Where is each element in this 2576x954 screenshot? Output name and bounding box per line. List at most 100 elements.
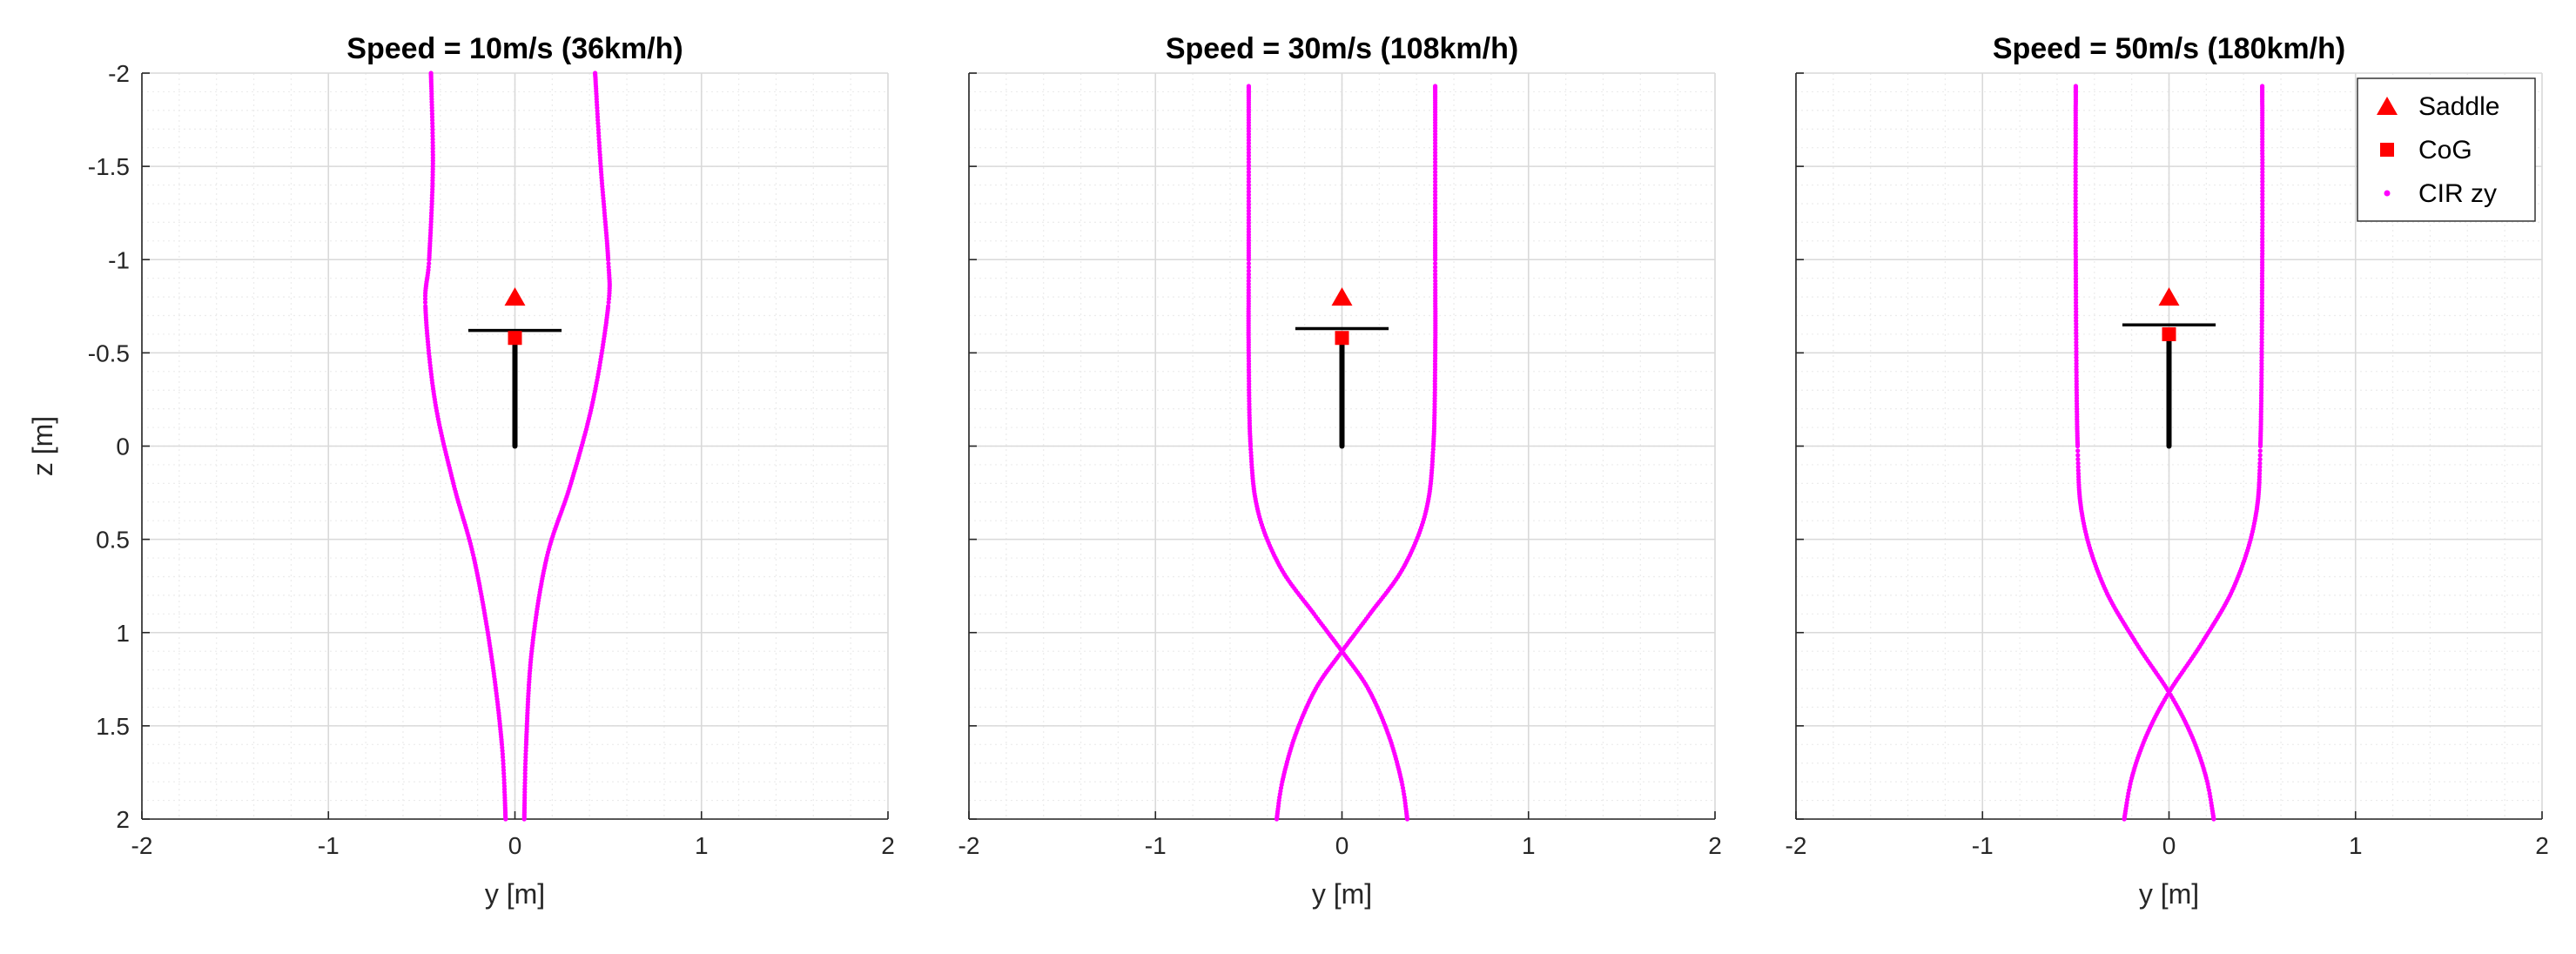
cir-point (1433, 166, 1438, 171)
cir-point (523, 751, 528, 756)
cir-point (1246, 147, 1251, 152)
cir-point (503, 816, 508, 822)
x-tick-label: -1 (1972, 832, 1994, 859)
cir-point (522, 774, 528, 779)
cir-point (521, 816, 527, 822)
cir-point (1246, 275, 1251, 280)
cir-point (1433, 140, 1438, 146)
subplot-title: Speed = 10m/s (36km/h) (346, 32, 683, 65)
subplot-title: Speed = 30m/s (108km/h) (1166, 32, 1518, 65)
cir-point (2257, 453, 2263, 458)
cir-point (2260, 208, 2265, 213)
cir-curve-2 (1274, 84, 1438, 822)
cir-point (595, 118, 601, 123)
x-tick-label: -2 (958, 832, 980, 859)
cir-point (1433, 172, 1438, 178)
cir-point (522, 764, 528, 769)
cir-point (2260, 205, 2265, 210)
cir-point (422, 293, 428, 299)
cir-point (1433, 176, 1438, 181)
cir-point (2073, 233, 2078, 238)
cir-point (427, 261, 432, 266)
cir-point (596, 137, 602, 142)
legend: Saddle CoG CIR zy (2357, 77, 2536, 222)
cir-point (501, 768, 507, 773)
cog-marker (2162, 326, 2176, 341)
cir-series (2073, 84, 2265, 822)
cir-point (1433, 185, 1438, 191)
cir-point (1433, 272, 1438, 277)
cir-point (2073, 208, 2078, 213)
cir-point (522, 771, 528, 776)
cir-series (1246, 84, 1438, 822)
cir-point (2257, 467, 2263, 474)
cir-point (2257, 457, 2263, 462)
cir-point (2073, 179, 2078, 185)
x-tick-label: -2 (131, 832, 153, 859)
cir-point (2073, 214, 2078, 219)
cir-point (1433, 205, 1438, 211)
cir-point (2073, 211, 2078, 217)
cir-point (422, 296, 428, 301)
cir-point (1246, 268, 1251, 273)
cir-point (2260, 191, 2265, 197)
cir-point (2260, 170, 2265, 175)
cir-point (2075, 443, 2081, 449)
cir-point (1246, 183, 1251, 188)
x-tick-label: -1 (1145, 832, 1167, 859)
cir-point (1246, 279, 1251, 284)
cir-point (1246, 176, 1251, 181)
cir-point (523, 748, 528, 754)
x-tick-label: 0 (2162, 832, 2176, 859)
legend-cir-icon (2384, 190, 2391, 197)
cir-point (523, 758, 528, 763)
cir-point (2073, 176, 2078, 181)
cir-point (2259, 337, 2264, 342)
cir-point (1433, 144, 1438, 149)
cir-point (2073, 172, 2078, 178)
saddle-marker (1331, 287, 1353, 306)
cir-point (2073, 189, 2078, 194)
cir-series (422, 71, 612, 822)
cir-point (2259, 321, 2264, 326)
cir-curve-2 (2122, 84, 2265, 822)
cir-point (427, 257, 432, 262)
cir-point (1433, 268, 1438, 273)
cir-point (2257, 460, 2263, 466)
y-tick-label: 2 (116, 806, 130, 833)
y-tick-label: 1.5 (96, 713, 130, 740)
cir-point (2073, 201, 2078, 206)
cir-curve-1 (1246, 84, 1410, 822)
cir-point (2260, 185, 2265, 191)
cir-point (522, 768, 528, 773)
cir-point (2073, 182, 2078, 187)
cir-point (1246, 166, 1251, 171)
cir-point (1433, 170, 1438, 175)
cir-point (2073, 191, 2078, 197)
subplot-2: -2 -1 0 1 2 y [m] Speed = 30m/s (108km/h) (958, 32, 1722, 910)
subplot-1: -2 -1 0 1 2-2-1.5-1-0.500.511.52y [m]z [m]Sp… (27, 32, 895, 910)
cir-point (1404, 816, 1410, 822)
cir-point (1246, 140, 1251, 146)
legend-label: CoG (2418, 136, 2472, 165)
cir-point (2260, 211, 2265, 217)
cir-point (2260, 176, 2265, 181)
cir-point (1246, 153, 1251, 158)
cir-point (523, 755, 528, 760)
cir-point (606, 257, 611, 262)
legend-saddle-icon (2377, 97, 2398, 115)
cir-point (501, 755, 506, 760)
x-tick-label: -1 (318, 832, 340, 859)
cir-point (1433, 153, 1438, 158)
y-tick-label: 0.5 (96, 527, 130, 554)
x-tick-label: 0 (508, 832, 522, 859)
cir-point (1433, 183, 1438, 188)
cir-point (2260, 160, 2265, 165)
x-axis-label: y [m] (1312, 878, 1372, 910)
cir-point (1433, 196, 1438, 201)
cir-point (1246, 202, 1251, 207)
cir-point (430, 124, 435, 129)
cir-point (2075, 457, 2081, 462)
cir-point (2260, 201, 2265, 206)
